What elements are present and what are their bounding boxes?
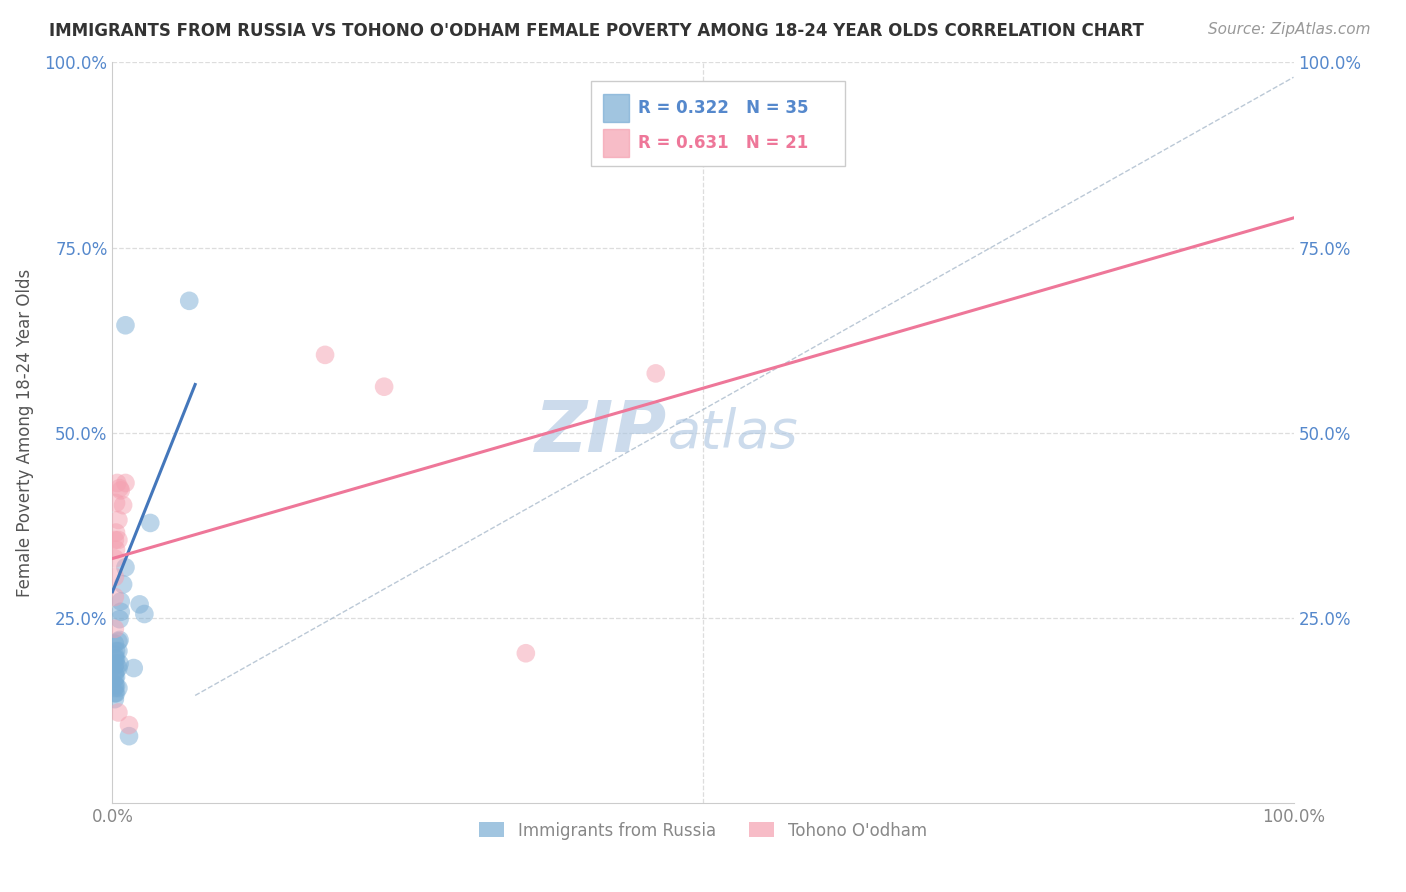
Point [107,644,129,658]
Point [104,637,127,651]
Point [104,590,127,604]
Text: atlas: atlas [668,407,799,458]
Point [107,681,129,695]
Point [104,622,127,636]
Text: IMMIGRANTS FROM RUSSIA VS TOHONO O'ODHAM FEMALE POVERTY AMONG 18-24 YEAR OLDS CO: IMMIGRANTS FROM RUSSIA VS TOHONO O'ODHAM… [49,22,1144,40]
Point [314,348,336,362]
Point [104,666,127,681]
Point [104,651,127,665]
Point [515,646,537,660]
Point [112,577,135,591]
Point [122,661,145,675]
Point [139,516,162,530]
Point [107,661,129,675]
Point [104,551,127,566]
Point [114,560,136,574]
Point [107,533,129,547]
Point [104,648,127,662]
Point [128,598,150,612]
Point [104,681,127,695]
Point [108,481,131,495]
Point [104,658,127,673]
Point [114,475,136,490]
Point [105,679,128,693]
Point [104,686,127,700]
Point [114,318,136,333]
Point [107,634,129,648]
Point [107,706,129,720]
Point [105,542,128,557]
Point [110,594,132,608]
FancyBboxPatch shape [603,129,628,157]
FancyBboxPatch shape [591,81,845,166]
Point [118,718,141,732]
Point [105,670,128,684]
Point [105,496,128,510]
Point [105,644,128,658]
Point [108,632,131,647]
Point [105,664,128,678]
FancyBboxPatch shape [603,94,628,121]
Point [644,367,666,381]
Point [104,533,127,547]
Point [108,657,131,671]
Point [104,672,127,686]
Point [108,612,131,626]
Legend: Immigrants from Russia, Tohono O'odham: Immigrants from Russia, Tohono O'odham [472,815,934,847]
Point [105,475,128,490]
Point [373,380,395,394]
Point [134,607,156,621]
Point [104,677,127,691]
Point [118,729,141,743]
Point [105,657,128,671]
Point [107,513,129,527]
Point [110,605,132,619]
Point [179,293,201,308]
Point [104,570,127,584]
Text: ZIP: ZIP [536,398,668,467]
Point [110,483,132,498]
Point [105,686,128,700]
Point [105,651,128,665]
Y-axis label: Female Poverty Among 18-24 Year Olds: Female Poverty Among 18-24 Year Olds [15,268,34,597]
Point [105,525,128,540]
Text: R = 0.322   N = 35: R = 0.322 N = 35 [638,99,808,117]
Text: R = 0.631   N = 21: R = 0.631 N = 21 [638,134,808,153]
Text: Source: ZipAtlas.com: Source: ZipAtlas.com [1208,22,1371,37]
Point [112,498,135,512]
Point [104,692,127,706]
